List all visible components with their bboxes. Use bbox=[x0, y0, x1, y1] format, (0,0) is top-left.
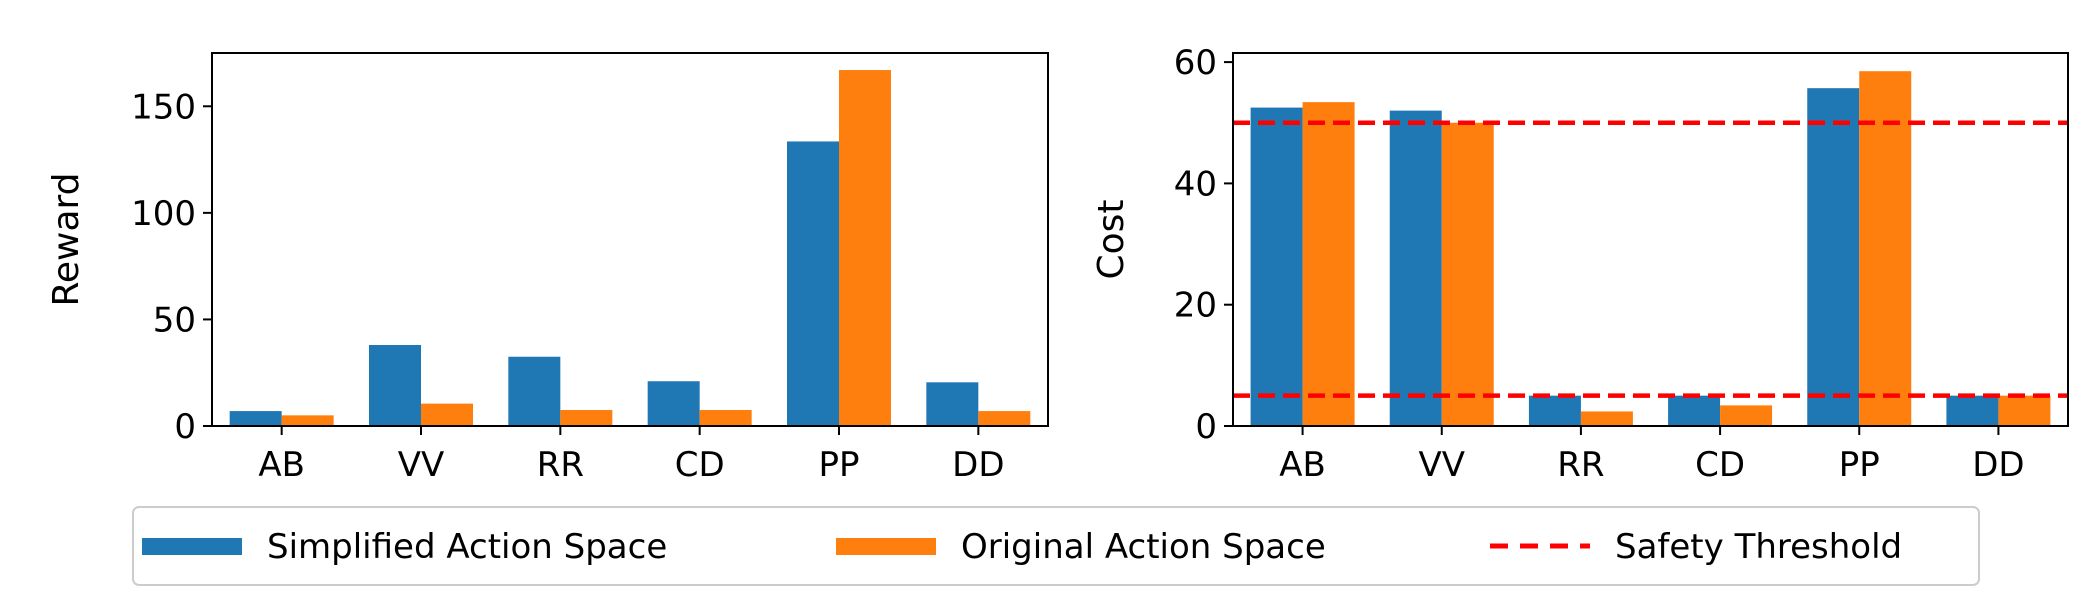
bar-original-action-space-vv bbox=[1441, 122, 1494, 426]
legend-swatch-original-action-space bbox=[836, 538, 936, 555]
bar-simplified-action-space-pp bbox=[1807, 88, 1860, 426]
legend-label-simplified-action-space: Simplified Action Space bbox=[267, 527, 667, 567]
legend: Simplified Action Space Original Action S… bbox=[132, 506, 1980, 586]
y-tick-label: 150 bbox=[131, 87, 196, 127]
bar-simplified-action-space-pp bbox=[787, 141, 839, 426]
cost-chart: 0 20 40 60 AB VV RR CD PP DD Cost bbox=[1091, 43, 2069, 485]
bar-original-action-space-rr bbox=[1580, 411, 1633, 426]
bar-original-action-space-dd bbox=[978, 411, 1031, 426]
y-axis-label: Reward bbox=[46, 172, 87, 306]
bar-simplified-action-space-cd bbox=[1668, 395, 1721, 426]
x-tick-label-ab: AB bbox=[1279, 445, 1326, 485]
bar-original-action-space-ab bbox=[1302, 102, 1355, 426]
bar-original-action-space-dd bbox=[1998, 395, 2051, 426]
axes-frame bbox=[1232, 52, 2069, 427]
bar-simplified-action-space-cd bbox=[647, 381, 700, 426]
bar-simplified-action-space-rr bbox=[1528, 395, 1581, 426]
legend-label-original-action-space: Original Action Space bbox=[961, 527, 1326, 567]
legend-box bbox=[132, 506, 1980, 586]
bar-original-action-space-ab bbox=[281, 415, 334, 426]
legend-label-safety-threshold: Safety Threshold bbox=[1615, 527, 1902, 567]
x-tick-label-vv: VV bbox=[398, 445, 445, 485]
bar-original-action-space-cd bbox=[699, 410, 752, 426]
x-tick-label-rr: RR bbox=[537, 445, 584, 485]
x-tick-label-pp: PP bbox=[1839, 445, 1880, 485]
bar-simplified-action-space-vv bbox=[369, 345, 421, 426]
bar-original-action-space-cd bbox=[1720, 405, 1773, 426]
bar-original-action-space-vv bbox=[421, 403, 473, 426]
y-tick-label: 0 bbox=[1195, 407, 1217, 447]
reward-chart: 0 50 100 150 AB VV RR CD PP DD Reward bbox=[46, 52, 1049, 485]
bar-simplified-action-space-dd bbox=[926, 382, 979, 426]
bar-simplified-action-space-rr bbox=[508, 356, 561, 426]
y-tick-label: 0 bbox=[174, 407, 196, 447]
bar-simplified-action-space-ab bbox=[229, 411, 282, 426]
x-tick-label-vv: VV bbox=[1418, 445, 1465, 485]
y-tick-label: 50 bbox=[153, 300, 196, 340]
y-tick-label: 20 bbox=[1174, 286, 1217, 326]
x-tick-label-dd: DD bbox=[1972, 445, 2024, 485]
x-tick-label-rr: RR bbox=[1557, 445, 1604, 485]
bar-original-action-space-rr bbox=[560, 410, 613, 426]
axes-frame bbox=[211, 52, 1049, 427]
y-axis-label: Cost bbox=[1091, 199, 1132, 279]
bar-simplified-action-space-vv bbox=[1389, 110, 1442, 426]
y-tick-label: 60 bbox=[1174, 43, 1217, 83]
bar-simplified-action-space-ab bbox=[1250, 107, 1303, 427]
legend-swatch-simplified-action-space bbox=[142, 538, 242, 555]
bar-original-action-space-pp bbox=[1859, 71, 1912, 426]
x-tick-label-cd: CD bbox=[1695, 445, 1745, 485]
x-tick-label-dd: DD bbox=[952, 445, 1004, 485]
x-tick-label-pp: PP bbox=[818, 445, 859, 485]
y-tick-label: 100 bbox=[131, 194, 196, 234]
x-tick-label-ab: AB bbox=[258, 445, 305, 485]
y-tick-label: 40 bbox=[1174, 164, 1217, 204]
x-tick-label-cd: CD bbox=[675, 445, 725, 485]
bar-simplified-action-space-dd bbox=[1946, 395, 1999, 426]
bar-original-action-space-pp bbox=[839, 70, 891, 427]
